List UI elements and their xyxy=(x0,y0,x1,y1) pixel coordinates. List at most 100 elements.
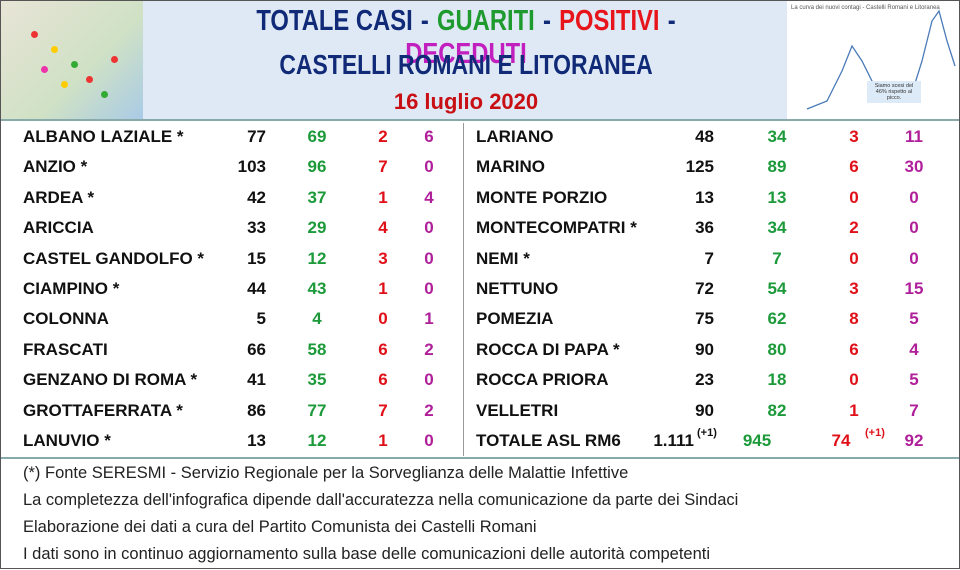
deaths: 4 xyxy=(424,187,434,207)
deaths: 0 xyxy=(424,218,434,238)
deaths: 5 xyxy=(909,370,919,390)
town-name: ROCCA DI PAPA * xyxy=(476,339,620,359)
total: 36 xyxy=(695,218,714,238)
deaths: 0 xyxy=(909,248,919,268)
recovered: 12 xyxy=(307,431,327,450)
town-name: LARIANO xyxy=(476,127,554,146)
total: 103 xyxy=(237,157,266,177)
header: TOTALE CASI - GUARITI - POSITIVI -DECEDUTI CA… xyxy=(1,1,959,121)
deaths: 5 xyxy=(909,309,919,329)
map-pin xyxy=(86,76,93,83)
total: 23 xyxy=(695,370,714,390)
map-pin xyxy=(31,31,38,38)
map-pin xyxy=(41,66,48,73)
recovered: 18 xyxy=(767,370,787,390)
deaths: 0 xyxy=(424,370,434,390)
recovered: 89 xyxy=(767,157,787,177)
positive: 6 xyxy=(849,339,859,359)
recovered: 77 xyxy=(307,400,327,420)
positive: 6 xyxy=(378,339,388,359)
title-part: POSITIVI xyxy=(559,5,660,37)
column-divider xyxy=(463,123,464,456)
map-pin xyxy=(61,81,68,88)
positive: 4 xyxy=(378,218,388,238)
recovered: 7 xyxy=(772,248,782,268)
title-part: DECEDUTI xyxy=(405,38,527,70)
town-name: ARICCIA xyxy=(23,218,94,238)
town-name: GENZANO DI ROMA * xyxy=(23,370,198,390)
deaths: 15 xyxy=(904,279,924,298)
total: 77 xyxy=(247,127,266,146)
total: 13 xyxy=(247,431,266,450)
deaths: 1 xyxy=(424,309,434,329)
recovered: 29 xyxy=(307,218,327,238)
total: 66 xyxy=(247,339,266,359)
town-name: ROCCA PRIORA xyxy=(476,370,609,390)
recovered: 35 xyxy=(307,370,327,390)
deaths: 30 xyxy=(904,157,924,177)
total: 5 xyxy=(256,309,266,329)
town-name: NEMI * xyxy=(476,248,530,268)
town-name: LANUVIO * xyxy=(23,431,111,450)
total: 86 xyxy=(247,400,266,420)
deaths: 0 xyxy=(909,187,919,207)
total: 1.111 xyxy=(653,431,694,450)
deaths: 92 xyxy=(904,431,924,450)
positive: 1 xyxy=(378,187,388,207)
total: 72 xyxy=(695,279,714,298)
recovered: 58 xyxy=(307,339,327,359)
positive: 1 xyxy=(378,431,388,450)
town-name: NETTUNO xyxy=(476,279,559,298)
town-name: COLONNA xyxy=(23,309,109,329)
deaths: 0 xyxy=(424,279,434,298)
town-name: POMEZIA xyxy=(476,309,554,329)
town-name: ALBANO LAZIALE * xyxy=(23,127,184,146)
town-name: MONTECOMPATRI * xyxy=(476,218,637,238)
recovered: 80 xyxy=(767,339,787,359)
total: 125 xyxy=(685,157,714,177)
total: 75 xyxy=(695,309,714,329)
deaths: 0 xyxy=(909,218,919,238)
positive: 0 xyxy=(849,248,859,268)
positive: 1 xyxy=(849,400,859,420)
positive: 74 xyxy=(831,431,851,450)
town-name: MONTE PORZIO xyxy=(476,187,608,207)
inset-note: Siamo scesi del 46% rispetto al picco. xyxy=(867,81,921,103)
deaths: 0 xyxy=(424,431,434,450)
title-part: TOTALE CASI xyxy=(256,5,413,37)
recovered: 12 xyxy=(307,248,327,268)
positive: 3 xyxy=(849,279,859,298)
date: 16 luglio 2020 xyxy=(393,89,539,114)
positive: 2 xyxy=(378,127,388,146)
footer-line: Elaborazione dei dati a cura del Partito… xyxy=(23,518,537,536)
map-pin xyxy=(101,91,108,98)
total-label: TOTALE ASL RM6 xyxy=(476,431,621,450)
total: 15 xyxy=(247,248,266,268)
positive: 3 xyxy=(378,248,388,268)
deaths: 0 xyxy=(424,248,434,268)
recovered: 69 xyxy=(307,127,327,146)
inset-title: La curva dei nuovi contagi - Castelli Ro… xyxy=(791,5,940,11)
recovered: 34 xyxy=(767,127,787,146)
positive: 6 xyxy=(378,370,388,390)
recovered: 37 xyxy=(307,187,327,207)
town-name: VELLETRI xyxy=(476,400,559,420)
total: 90 xyxy=(695,400,714,420)
map-image xyxy=(1,1,143,119)
town-name: FRASCATI xyxy=(23,339,108,359)
positive: 3 xyxy=(849,127,859,146)
deaths: 6 xyxy=(424,127,434,146)
footer-line: (*) Fonte SERESMI - Servizio Regionale p… xyxy=(23,464,629,482)
total: 48 xyxy=(695,127,714,146)
total: 44 xyxy=(247,279,266,298)
positive: 7 xyxy=(378,400,388,420)
footer-line: I dati sono in continuo aggiornamento su… xyxy=(23,545,711,563)
positive: 0 xyxy=(849,187,859,207)
town-name: ANZIO * xyxy=(23,157,88,177)
recovered: 62 xyxy=(767,309,787,329)
title: TOTALE CASI - GUARITI - POSITIVI -DECEDUTI xyxy=(208,5,725,71)
recovered: 82 xyxy=(767,400,787,420)
positive: 7 xyxy=(378,157,388,177)
recovered: 96 xyxy=(307,157,327,177)
title-part: - xyxy=(420,5,429,37)
